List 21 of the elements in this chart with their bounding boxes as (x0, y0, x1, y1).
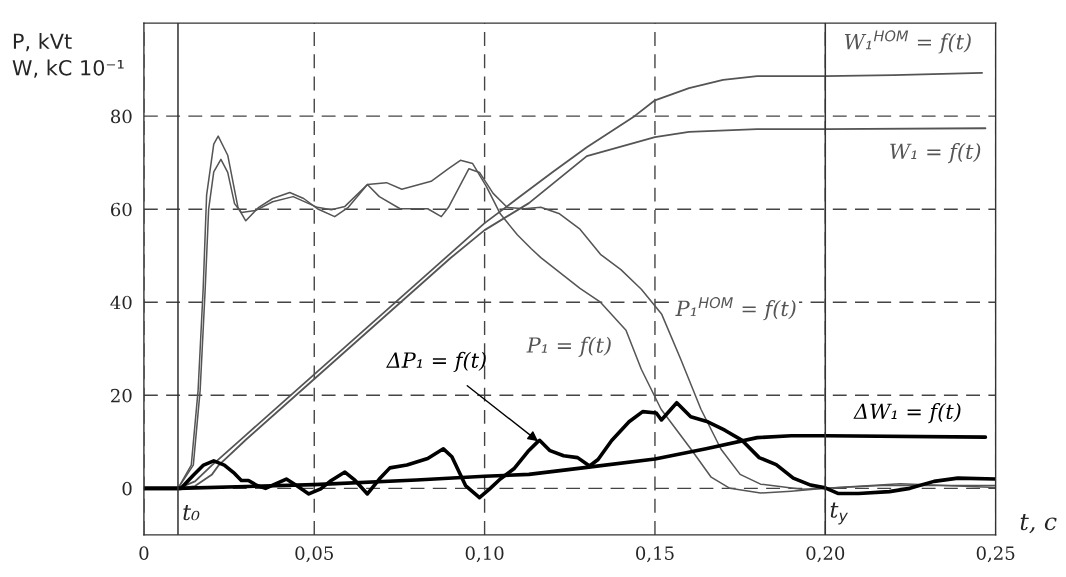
text: ΔP₁ = f(t) (386, 351, 486, 372)
x-tick-label: 0,05 (295, 546, 333, 563)
y-tick-label: 60 (111, 202, 132, 217)
x-tick-label: 0 (139, 546, 149, 560)
y-axis-title: P, kVt W, kC 10⁻¹ (12, 33, 124, 78)
y-tick-label: 40 (110, 295, 132, 310)
x-tick-label: 0,10 (465, 546, 504, 563)
series-label: P₁ = f(t) (526, 336, 611, 357)
ref-line-label: t$_{y}$ (830, 502, 848, 525)
series-label: W₁$^{HOM}$ = f(t) (844, 30, 971, 54)
series-label: P₁$^{HOM}$ = f(t) (675, 297, 796, 321)
x-tick-label: 0,25 (976, 546, 1015, 563)
x-tick-label: 0,15 (636, 546, 674, 563)
y-tick-label: 20 (111, 388, 132, 403)
y-tick-label: 0 (122, 481, 132, 496)
y-tick-label: 80 (111, 109, 132, 124)
series-label: W₁ = f(t) (890, 143, 981, 164)
x-tick-label: 0,20 (806, 546, 845, 563)
x-axis-title: t, c (1020, 513, 1057, 534)
ref-line-label: t₀ (183, 504, 200, 521)
series-label: ΔW₁ = f(t) (853, 402, 961, 424)
